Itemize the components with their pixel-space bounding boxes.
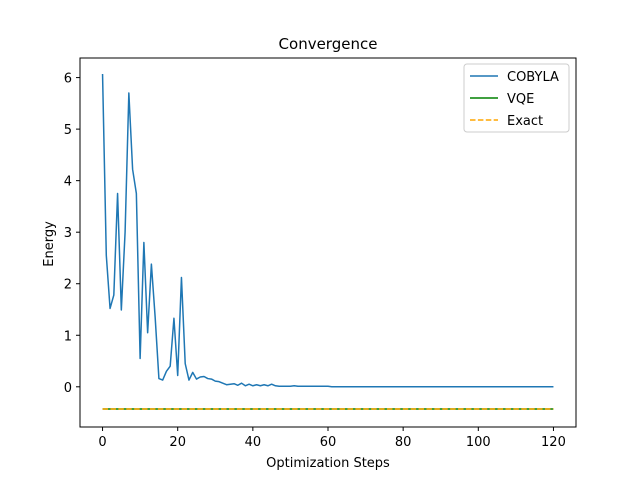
y-axis-label: Energy	[42, 221, 57, 267]
y-tick-label: 1	[64, 329, 72, 344]
x-tick-label: 40	[245, 435, 262, 450]
x-tick-label: 0	[98, 435, 106, 450]
y-tick-label: 4	[64, 175, 72, 190]
legend-box	[463, 63, 570, 133]
chart-title: Convergence	[279, 35, 378, 53]
x-tick-label: 60	[320, 435, 337, 450]
x-tick-label: 20	[169, 435, 186, 450]
y-tick-label: 5	[64, 123, 72, 138]
plot-area	[101, 73, 554, 410]
y-tick-label: 2	[64, 278, 72, 293]
x-axis: 0 20 40 60 80 100 120	[98, 427, 566, 450]
x-axis-label: Optimization Steps	[266, 456, 390, 471]
y-tick-label: 0	[64, 381, 72, 396]
legend-label: VQE	[507, 92, 534, 107]
legend-label: COBYLA	[507, 70, 559, 85]
y-tick-label: 6	[64, 72, 72, 87]
x-tick-label: 80	[395, 435, 412, 450]
y-tick-label: 3	[64, 226, 72, 241]
series-line-cobyla	[101, 73, 554, 388]
x-tick-label: 120	[541, 435, 566, 450]
legend-label: Exact	[507, 114, 543, 129]
x-tick-label: 100	[466, 435, 491, 450]
legend: COBYLA VQE Exact	[463, 63, 570, 133]
y-axis: 0 1 2 3 4 5 6	[64, 72, 80, 396]
